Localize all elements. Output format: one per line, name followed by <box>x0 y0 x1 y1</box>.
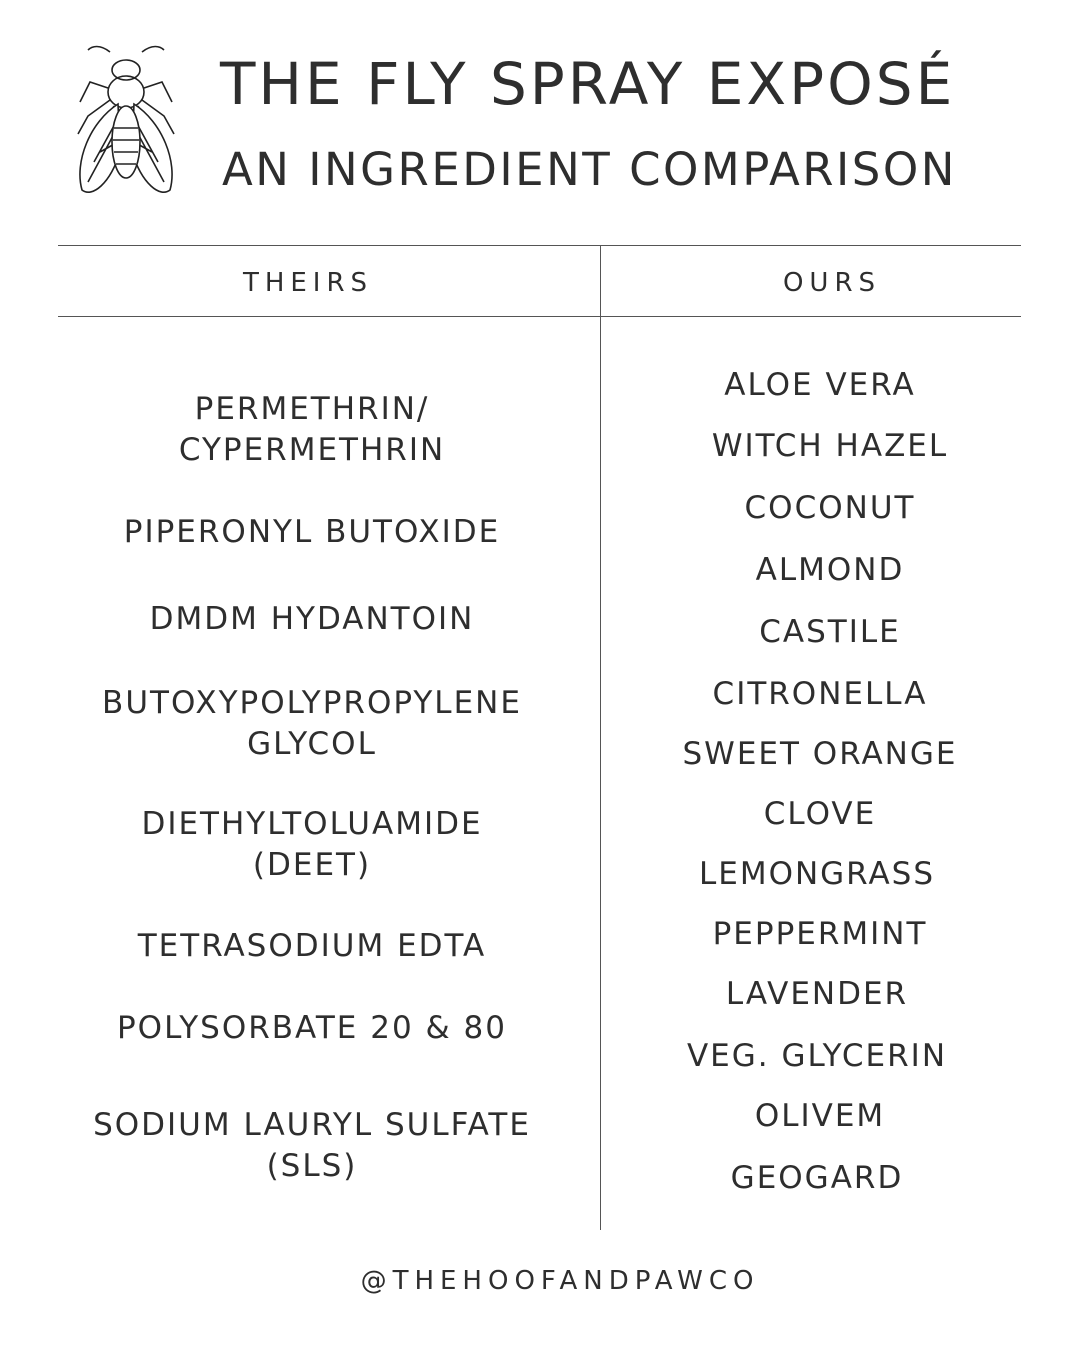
page-title: THE FLY SPRAY EXPOSÉ <box>220 50 956 118</box>
ingredient-item: PERMETHRIN/ CYPERMETHRIN <box>178 391 446 468</box>
column-divider <box>600 245 601 1230</box>
ingredient-item: OLIVEM <box>754 1098 886 1134</box>
social-handle: @THEHOOFANDPAWCO <box>360 1266 760 1296</box>
ingredient-item: ALOE VERA <box>724 367 916 403</box>
ingredient-item: WITCH HAZEL <box>711 428 949 464</box>
page-subtitle: AN INGREDIENT COMPARISON <box>222 143 957 196</box>
ingredient-item: LAVENDER <box>725 976 909 1012</box>
fly-icon <box>77 45 175 193</box>
ingredient-item: COCONUT <box>744 490 916 526</box>
ingredient-item: DIETHYLTOLUAMIDE (DEET) <box>141 806 483 883</box>
ingredient-item: CASTILE <box>759 614 901 650</box>
ingredient-item: GEOGARD <box>730 1160 904 1196</box>
table-top-divider <box>58 245 1021 246</box>
ingredient-item: SWEET ORANGE <box>682 736 958 772</box>
ingredient-item: PIPERONYL BUTOXIDE <box>123 514 501 550</box>
ingredient-item: SODIUM LAURYL SULFATE (SLS) <box>93 1107 531 1184</box>
ingredient-item: PEPPERMINT <box>712 916 928 952</box>
header-divider <box>58 316 1021 317</box>
ingredient-item: VEG. GLYCERIN <box>686 1038 948 1074</box>
ingredient-item: CLOVE <box>763 796 877 832</box>
ingredient-item: DMDM HYDANTOIN <box>149 601 475 637</box>
ingredient-item: LEMONGRASS <box>698 856 936 892</box>
ingredient-item: POLYSORBATE 20 & 80 <box>116 1010 508 1046</box>
column-header-theirs: THEIRS <box>242 268 374 298</box>
ingredient-item: TETRASODIUM EDTA <box>137 928 487 964</box>
ingredient-item: BUTOXYPOLYPROPYLENE GLYCOL <box>102 685 522 762</box>
column-header-ours: OURS <box>782 268 882 298</box>
ingredient-item: ALMOND <box>755 552 905 588</box>
ingredient-item: CITRONELLA <box>712 676 928 712</box>
